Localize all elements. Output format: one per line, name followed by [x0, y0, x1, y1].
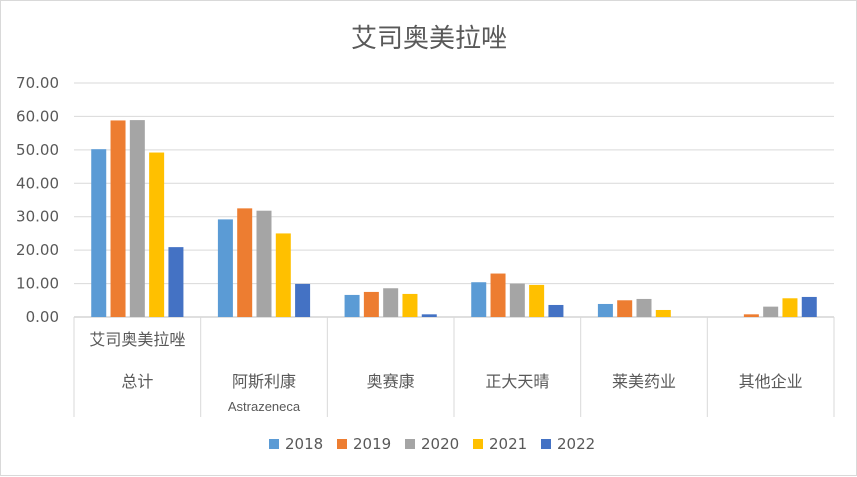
bar [421, 314, 437, 317]
bar [149, 152, 165, 317]
bar [655, 309, 671, 317]
bar [344, 294, 360, 317]
bar [490, 273, 506, 317]
bar [782, 298, 798, 317]
bar [617, 300, 633, 317]
bar [275, 233, 291, 317]
bar [743, 314, 759, 317]
bar [91, 149, 107, 317]
bar [217, 219, 233, 317]
bar [636, 298, 652, 317]
x-tick-label: 其他企业 [739, 372, 803, 391]
bar [295, 283, 311, 317]
bar [763, 306, 779, 317]
legend-swatch [405, 439, 415, 449]
y-axis: 0.00 10.00 20.00 30.00 40.00 50.00 60.00 70.00 [16, 74, 59, 326]
x-tick-label: Astrazeneca [228, 399, 301, 414]
bar [509, 283, 525, 317]
x-tick-label: 阿斯利康 [232, 372, 296, 391]
gridlines [74, 82, 834, 285]
y-tick-label: 70.00 [16, 74, 59, 92]
x-tick-label: 艾司奥美拉唑 [89, 330, 185, 349]
bar [471, 282, 487, 317]
bars [91, 120, 817, 317]
x-tick-label: 正大天晴 [485, 372, 549, 391]
bar [383, 288, 399, 317]
bar [110, 120, 126, 317]
y-tick-label: 0.00 [26, 308, 59, 326]
bar [256, 210, 272, 317]
legend-label: 2021 [489, 435, 527, 453]
legend: 2018 2019 2020 2021 2022 [269, 435, 595, 453]
bar [237, 208, 253, 317]
x-tick-label: 莱美药业 [612, 372, 676, 391]
y-tick-label: 30.00 [16, 208, 59, 226]
y-tick-label: 50.00 [16, 141, 59, 159]
legend-swatch [337, 439, 347, 449]
legend-label: 2022 [557, 435, 595, 453]
bar [363, 291, 379, 317]
bar [129, 120, 145, 317]
bar [597, 303, 613, 317]
legend-label: 2020 [421, 435, 459, 453]
y-tick-label: 40.00 [16, 174, 59, 192]
bar [402, 293, 418, 317]
bar [548, 304, 564, 317]
legend-label: 2019 [353, 435, 391, 453]
bar [529, 284, 545, 317]
legend-swatch [473, 439, 483, 449]
y-tick-label: 20.00 [16, 241, 59, 259]
legend-label: 2018 [285, 435, 323, 453]
bar [168, 247, 184, 317]
y-tick-label: 10.00 [16, 275, 59, 293]
y-tick-label: 60.00 [16, 107, 59, 125]
legend-swatch [269, 439, 279, 449]
bar [801, 296, 817, 317]
x-tick-label: 奥赛康 [367, 372, 415, 391]
legend-swatch [541, 439, 551, 449]
chart-title: 艾司奥美拉唑 [351, 24, 507, 54]
x-tick-label: 总计 [121, 372, 153, 391]
